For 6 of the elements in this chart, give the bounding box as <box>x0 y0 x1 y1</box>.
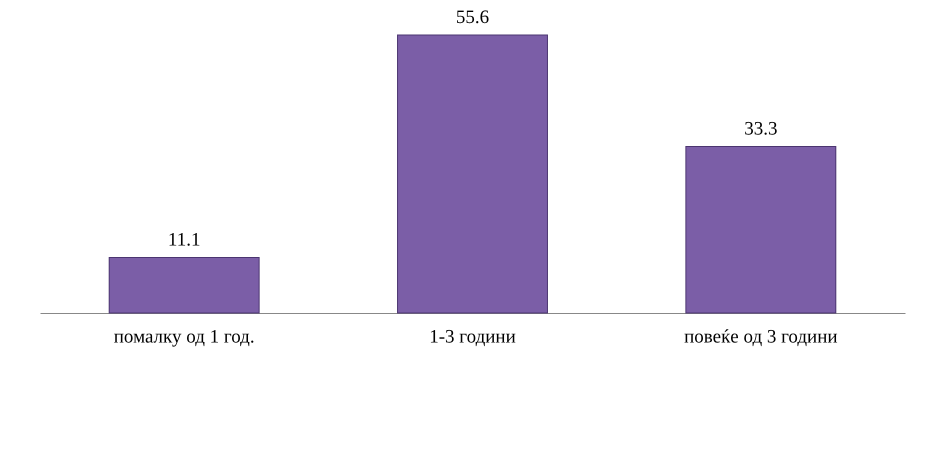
x-tick-label: повеќе од 3 години <box>684 326 838 348</box>
data-label: 33.3 <box>744 118 778 140</box>
data-label: 11.1 <box>168 230 200 250</box>
x-tick-label: помалку од 1 год. <box>114 326 255 348</box>
data-label: 55.6 <box>456 7 490 28</box>
x-tick-label: 1-3 години <box>429 326 516 348</box>
